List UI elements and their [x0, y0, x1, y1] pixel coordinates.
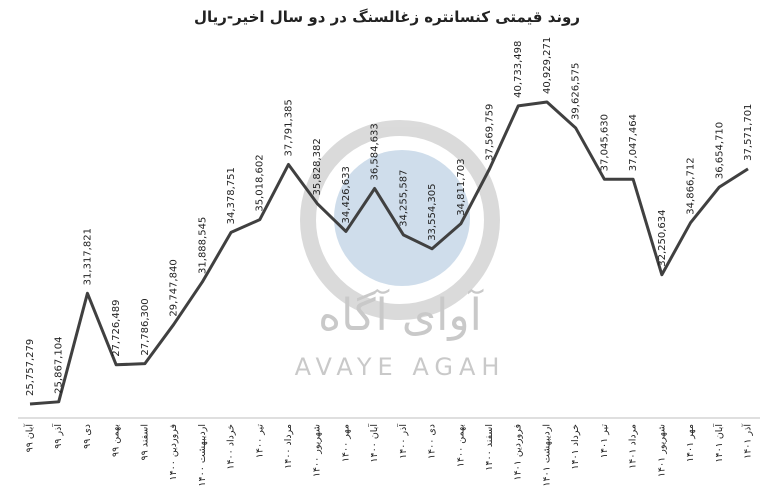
data-label: 35,018,602 [255, 154, 266, 211]
x-tick-label: بهمن ۱۴۰۰ [455, 424, 466, 467]
x-tick-label: خرداد ۱۴۰۰ [226, 424, 237, 470]
data-label: 37,047,464 [628, 114, 639, 171]
x-tick-label: تیر ۱۴۰۱ [599, 424, 610, 459]
data-label: 35,828,382 [312, 138, 323, 195]
data-label: 29,747,840 [169, 259, 180, 316]
x-tick-label: آبان ۱۴۰۰ [367, 424, 380, 463]
logo-ring [300, 120, 500, 320]
watermark-fa: آوای آگاه [318, 288, 484, 341]
x-tick-label: شهریور ۱۴۰۰ [312, 424, 323, 477]
data-label: 40,929,271 [542, 37, 553, 94]
x-tick-label: فروردین ۱۴۰۰ [168, 424, 179, 481]
x-tick-label: آذر ۹۹ [51, 424, 64, 449]
chart-title: روند قیمتی کنسانتره زغالسنگ در دو سال اخ… [194, 8, 580, 26]
data-label: 34,426,633 [341, 166, 352, 223]
data-label: 36,584,633 [370, 123, 381, 180]
price-line [29, 100, 749, 406]
data-label: 27,726,489 [111, 300, 122, 357]
x-tick-label: آذر ۱۴۰۰ [396, 424, 409, 459]
x-tick-label: آبان ۱۴۰۱ [712, 424, 725, 463]
data-label: 33,554,305 [427, 184, 438, 241]
data-label: 39,626,575 [571, 63, 582, 120]
data-label: 37,569,759 [485, 104, 496, 161]
x-tick-label: مهر ۱۴۰۱ [685, 424, 696, 462]
x-tick-label: آبان ۹۹ [23, 424, 36, 453]
data-label: 37,571,701 [743, 104, 754, 161]
data-label: 34,811,703 [456, 159, 467, 216]
x-tick-label: بهمن ۹۹ [111, 424, 122, 457]
data-label: 32,250,634 [657, 209, 668, 266]
data-label: 34,255,587 [398, 170, 409, 227]
data-label: 40,733,498 [513, 41, 524, 98]
x-tick-label: اسفند ۹۹ [139, 424, 150, 461]
data-label: 36,654,710 [714, 122, 725, 179]
x-tick-label: مرداد ۱۴۰۱ [628, 424, 639, 469]
data-label: 31,888,545 [197, 217, 208, 274]
data-label: 34,866,712 [686, 157, 697, 214]
data-label: 37,791,385 [283, 99, 294, 156]
watermark-en: AVAYE AGAH [295, 353, 506, 381]
data-label: 25,757,279 [25, 339, 36, 396]
x-tick-label: فروردین ۱۴۰۱ [513, 424, 524, 481]
logo-disc [334, 150, 470, 286]
watermark-logo: آوای آگاه AVAYE AGAH [295, 120, 506, 381]
x-tick-label: مهر ۱۴۰۰ [340, 424, 351, 462]
x-tick-label: دی ۹۹ [82, 424, 93, 449]
x-tick-label: اردیبهشت ۱۴۰۰ [197, 424, 208, 487]
x-tick-label: مرداد ۱۴۰۰ [283, 424, 294, 469]
data-label: 31,317,821 [82, 228, 93, 285]
x-tick-label: اسفند ۱۴۰۰ [484, 424, 495, 471]
x-tick-label: خرداد ۱۴۰۱ [570, 424, 581, 470]
x-tick-label: اردیبهشت ۱۴۰۱ [541, 424, 552, 487]
data-label: 27,786,300 [140, 298, 151, 355]
x-tick-label: تیر ۱۴۰۰ [254, 424, 265, 459]
x-tick-label: آذر ۱۴۰۱ [741, 424, 754, 459]
data-label: 25,867,104 [54, 337, 65, 394]
x-tick-label: دی ۱۴۰۰ [427, 424, 438, 459]
x-tick-label: شهریور ۱۴۰۱ [656, 424, 667, 477]
data-label: 34,378,751 [226, 167, 237, 224]
data-label: 37,045,630 [599, 114, 610, 171]
